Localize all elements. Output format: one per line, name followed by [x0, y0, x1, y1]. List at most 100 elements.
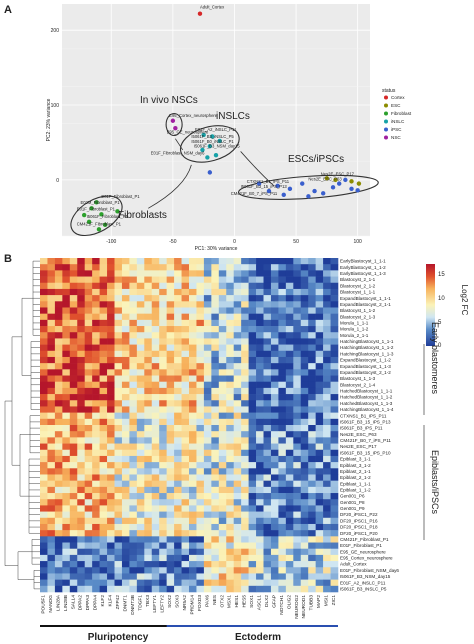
heatmap-cell	[174, 480, 182, 488]
heatmap-cell	[77, 400, 85, 407]
heatmap-cell	[166, 561, 175, 568]
heatmap-cell	[248, 381, 257, 389]
heatmap-cell	[323, 480, 331, 488]
heatmap-cell	[330, 548, 339, 556]
heatmap-row-label: Morula_1_1-1	[340, 320, 369, 325]
heatmap-cell	[47, 449, 56, 457]
heatmap-cell	[144, 425, 153, 432]
heatmap-cell	[129, 295, 138, 302]
heatmap-cell	[323, 412, 331, 420]
heatmap-cell	[92, 406, 100, 413]
heatmap-cell	[159, 326, 167, 333]
heatmap-cell	[189, 542, 197, 550]
heatmap-cell	[92, 350, 100, 358]
heatmap-cell	[233, 573, 242, 580]
heatmap-cell	[47, 573, 56, 580]
heatmap-cell	[181, 400, 190, 407]
heatmap-cell	[189, 548, 197, 556]
heatmap-cell	[69, 455, 78, 463]
heatmap-cell	[226, 579, 234, 587]
heatmap-cell	[84, 567, 93, 574]
heatmap-cell	[174, 567, 182, 574]
heatmap-cell	[181, 425, 190, 432]
heatmap-cell	[248, 536, 257, 543]
heatmap-cell	[181, 369, 190, 376]
heatmap-cell	[226, 505, 234, 512]
heatmap-cell	[248, 276, 257, 284]
heatmap-cell	[174, 486, 182, 494]
heatmap-cell	[99, 369, 108, 376]
heatmap-cell	[84, 437, 93, 444]
heatmap-cell	[211, 573, 220, 580]
heatmap-cell	[54, 282, 63, 290]
heatmap-cell	[144, 301, 153, 308]
heatmap-cell	[278, 567, 287, 574]
heatmap-cell	[84, 394, 93, 401]
heatmap-cell	[203, 542, 212, 550]
pca-legend-label: iNSLC	[391, 119, 405, 124]
heatmap-cell	[62, 579, 71, 587]
heatmap-cell	[166, 332, 175, 339]
heatmap-cell	[136, 499, 145, 506]
heatmap-cell	[99, 363, 108, 370]
heatmap-cell	[308, 573, 316, 580]
heatmap-cell	[241, 493, 249, 500]
heatmap-cell	[107, 455, 115, 463]
heatmap-cell	[196, 536, 205, 543]
heatmap-cell	[166, 480, 175, 488]
heatmap-cell	[92, 301, 100, 308]
heatmap-cell	[293, 412, 302, 420]
heatmap-cell	[151, 406, 160, 413]
heatmap-cell	[323, 530, 331, 537]
heatmap-cell	[99, 350, 108, 358]
heatmap-cell	[151, 517, 160, 525]
heatmap-cell	[159, 369, 167, 376]
heatmap-cell	[278, 511, 287, 519]
heatmap-cell	[189, 443, 197, 451]
heatmap-cell	[129, 332, 138, 339]
heatmap-cell	[40, 350, 48, 358]
heatmap-cell	[300, 313, 309, 321]
heatmap-cell	[144, 313, 153, 321]
heatmap-cell	[263, 326, 272, 333]
heatmap-cell	[226, 270, 234, 277]
heatmap-cell	[263, 486, 272, 494]
heatmap-cell	[308, 381, 316, 389]
heatmap-cell	[136, 425, 145, 432]
heatmap-cell	[159, 486, 167, 494]
heatmap-cell	[218, 326, 227, 333]
heatmap-cell	[40, 418, 48, 426]
heatmap-cell	[308, 499, 316, 506]
heatmap-cell	[300, 480, 309, 488]
heatmap-cell	[114, 375, 123, 383]
heatmap-cell	[129, 431, 138, 438]
heatmap-cell	[226, 332, 234, 339]
heatmap-cell	[181, 375, 190, 383]
heatmap-cell	[226, 418, 234, 426]
heatmap-cell	[92, 356, 100, 364]
heatmap-cell	[263, 455, 272, 463]
heatmap-cell	[159, 276, 167, 284]
heatmap-cell	[54, 511, 63, 519]
heatmap-cell	[196, 258, 205, 265]
heatmap-cell	[92, 567, 100, 574]
heatmap-row-label: HatchingBlastocyst_1_1-1	[340, 339, 394, 344]
heatmap-cell	[159, 418, 167, 426]
heatmap-cell	[300, 363, 309, 370]
heatmap-cell	[92, 499, 100, 506]
heatmap-cell	[211, 517, 220, 525]
heatmap-cell	[285, 332, 294, 339]
heatmap-cell	[203, 536, 212, 543]
heatmap-cell	[308, 554, 316, 562]
heatmap-cell	[166, 517, 175, 525]
heatmap-cell	[293, 523, 302, 531]
heatmap-cell	[323, 258, 331, 265]
heatmap-cell	[270, 319, 279, 327]
heatmap-cell	[263, 406, 272, 413]
heatmap-cell	[166, 511, 175, 519]
heatmap-cell	[84, 486, 93, 494]
heatmap-cell	[293, 313, 302, 321]
heatmap-cell	[159, 523, 167, 531]
heatmap-cell	[226, 406, 234, 413]
heatmap-column-label: KLF4	[108, 595, 114, 607]
